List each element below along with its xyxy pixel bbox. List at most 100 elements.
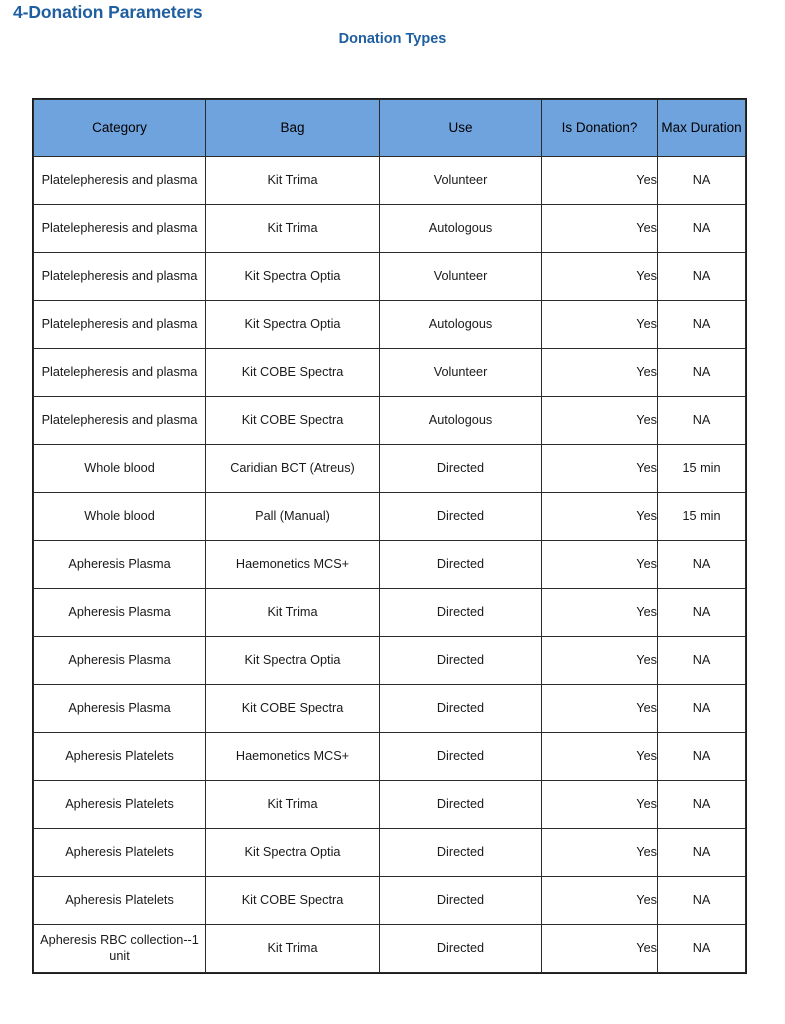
table-row: Platelepheresis and plasma Kit Trima Volun… [33,156,746,205]
cell-is_donation: Yes [541,732,658,781]
cell-is_donation: Yes [541,492,658,541]
cell-bag: Haemonetics MCS+ [205,732,380,781]
cell-text: Kit Trima [267,940,318,955]
table-row: Apheresis Plasma Haemonetics MCS+ Directed… [33,540,746,589]
cell-text: Directed [436,796,485,811]
cell-text: Kit Spectra Optia [244,316,341,331]
cell-max_duration: NA [657,540,746,589]
cell-is_donation: Yes [541,924,658,973]
cell-use: Directed [379,492,542,541]
cell-text: NA [692,316,711,331]
cell-bag: Kit Trima [205,204,380,253]
cell-use: Directed [379,540,542,589]
column-header-category: Category [33,99,206,157]
cell-text: NA [692,652,711,667]
cell-category: Platelepheresis and plasma [33,348,206,397]
cell-text: Platelepheresis and plasma [41,412,198,427]
table-row: Whole blood Caridian BCT (Atreus) Directed… [33,444,746,493]
cell-is_donation: Yes [541,684,658,733]
cell-use: Directed [379,780,542,829]
cell-text: Yes [636,316,657,331]
cell-text: Platelepheresis and plasma [41,172,198,187]
cell-is_donation: Yes [541,348,658,397]
column-header-is-donation: Is Donation? [541,99,658,157]
cell-max_duration: NA [657,204,746,253]
cell-text: Directed [436,604,485,619]
cell-text: NA [692,892,711,907]
cell-text: 15 min [682,508,721,523]
cell-bag: Kit Trima [205,156,380,205]
cell-category: Apheresis Plasma [33,588,206,637]
cell-text: Yes [636,748,657,763]
cell-category: Apheresis Platelets [33,732,206,781]
cell-text: NA [692,700,711,715]
cell-text: Yes [636,940,657,955]
cell-text: Kit Spectra Optia [244,268,341,283]
cell-text: Apheresis Platelets [65,844,174,859]
cell-max_duration: NA [657,780,746,829]
column-header-max-duration: Max Duration [657,99,746,157]
cell-bag: Kit Trima [205,780,380,829]
cell-use: Volunteer [379,252,542,301]
cell-text: NA [692,268,711,283]
cell-use: Directed [379,876,542,925]
cell-use: Directed [379,636,542,685]
cell-use: Directed [379,444,542,493]
table-row: Apheresis Platelets Kit Spectra Optia Dire… [33,828,746,877]
cell-bag: Kit Trima [205,924,380,973]
cell-category: Apheresis Platelets [33,828,206,877]
cell-bag: Kit Spectra Optia [205,636,380,685]
cell-text: Directed [436,652,485,667]
cell-text: Volunteer [433,364,488,379]
cell-is_donation: Yes [541,252,658,301]
cell-text: NA [692,364,711,379]
table-row: Apheresis Platelets Kit Trima Directed Yes N… [33,780,746,829]
cell-text: Volunteer [433,268,488,283]
cell-is_donation: Yes [541,396,658,445]
cell-text: Apheresis Plasma [68,604,171,619]
cell-max_duration: NA [657,828,746,877]
table-row: Apheresis Plasma Kit Spectra Optia Directe… [33,636,746,685]
cell-max_duration: NA [657,156,746,205]
cell-bag: Kit Spectra Optia [205,828,380,877]
cell-bag: Kit COBE Spectra [205,348,380,397]
cell-bag: Kit Spectra Optia [205,252,380,301]
cell-is_donation: Yes [541,204,658,253]
table-body: Platelepheresis and plasma Kit Trima Volun… [33,156,746,973]
cell-text: NA [692,220,711,235]
cell-text: Yes [636,796,657,811]
cell-max_duration: NA [657,684,746,733]
cell-text: Apheresis RBC collection--1 unit [40,933,199,963]
table-header: Category Bag Use Is Donation? Max Durati… [33,99,746,157]
table-row: Apheresis Plasma Kit Trima Directed Yes NA [33,588,746,637]
table-row: Apheresis RBC collection--1 unit Kit Trim… [33,924,746,973]
cell-text: Yes [636,268,657,283]
cell-text: NA [692,172,711,187]
cell-text: Directed [436,508,485,523]
table-row: Platelepheresis and plasma Kit Trima Autol… [33,204,746,253]
cell-text: Platelepheresis and plasma [41,220,198,235]
cell-text: Directed [436,940,485,955]
cell-text: NA [692,940,711,955]
cell-is_donation: Yes [541,876,658,925]
cell-text: Volunteer [433,172,488,187]
cell-max_duration: NA [657,588,746,637]
cell-category: Platelepheresis and plasma [33,204,206,253]
cell-max_duration: NA [657,636,746,685]
cell-use: Autologous [379,300,542,349]
cell-text: Apheresis Plasma [68,652,171,667]
cell-text: Yes [636,844,657,859]
cell-use: Directed [379,588,542,637]
cell-category: Apheresis Plasma [33,540,206,589]
cell-text: Directed [436,748,485,763]
cell-use: Autologous [379,204,542,253]
cell-max_duration: NA [657,876,746,925]
cell-text: Kit Spectra Optia [244,652,341,667]
cell-bag: Caridian BCT (Atreus) [205,444,380,493]
cell-text: Directed [436,892,485,907]
cell-bag: Kit Trima [205,588,380,637]
cell-is_donation: Yes [541,588,658,637]
cell-text: Kit COBE Spectra [241,700,344,715]
cell-is_donation: Yes [541,540,658,589]
cell-is_donation: Yes [541,156,658,205]
